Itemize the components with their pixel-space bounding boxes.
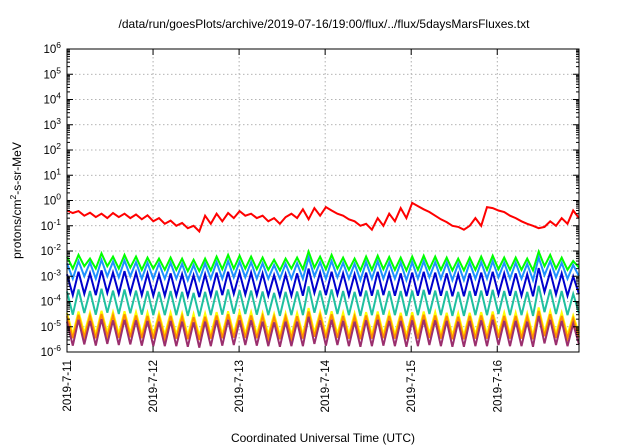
- x-tick-label: 2019-7-14: [320, 359, 332, 412]
- y-tick-label: 100: [43, 192, 61, 208]
- y-tick-label: 102: [43, 141, 61, 157]
- x-axis-label: Coordinated Universal Time (UTC): [231, 431, 415, 445]
- y-axis: 106 105 104 103 102 101 100 10-1 10-2 10-3 10-4 10-…: [41, 40, 579, 359]
- series-line-8: [66, 315, 580, 348]
- y-tick-label: 104: [43, 91, 61, 107]
- series-line-1: [66, 201, 580, 234]
- y-tick-label: 103: [43, 116, 61, 132]
- y-axis-label-sup: 2: [8, 195, 18, 200]
- x-tick-label: 2019-7-12: [148, 360, 160, 412]
- series-line-2: [66, 248, 580, 274]
- x-axis: 2019-7-11 2019-7-12 2019-7-13 2019-7-14 2019…: [62, 49, 504, 412]
- series-line-3: [66, 254, 580, 284]
- x-tick-label: 2019-7-16: [492, 360, 504, 412]
- chart-title: /data/run/goesPlots/archive/2019-07-16/1…: [119, 17, 531, 31]
- y-axis-label-suffix: -s-sr-MeV: [10, 142, 24, 195]
- x-tick-label: 2019-7-15: [406, 360, 418, 412]
- y-tick-label: 10-6: [41, 343, 62, 359]
- series-line-4: [66, 267, 580, 301]
- y-axis-label-prefix: protons/cm: [10, 200, 24, 259]
- y-tick-label: 10-3: [41, 267, 62, 283]
- y-tick-label: 101: [43, 166, 61, 182]
- y-tick-label: 105: [43, 65, 61, 81]
- y-tick-label: 10-5: [41, 318, 62, 334]
- x-tick-label: 2019-7-11: [62, 360, 74, 412]
- series-line-5: [66, 285, 580, 317]
- y-tick-label: 10-2: [41, 242, 62, 258]
- y-tick-label: 10-4: [41, 293, 62, 309]
- x-tick-label: 2019-7-13: [234, 360, 246, 412]
- series-group: [66, 201, 580, 348]
- y-tick-label: 10-1: [41, 217, 62, 233]
- y-axis-label: protons/cm2-s-sr-MeV: [8, 142, 24, 259]
- series-line-7: [66, 310, 580, 343]
- y-tick-label: 106: [43, 40, 61, 56]
